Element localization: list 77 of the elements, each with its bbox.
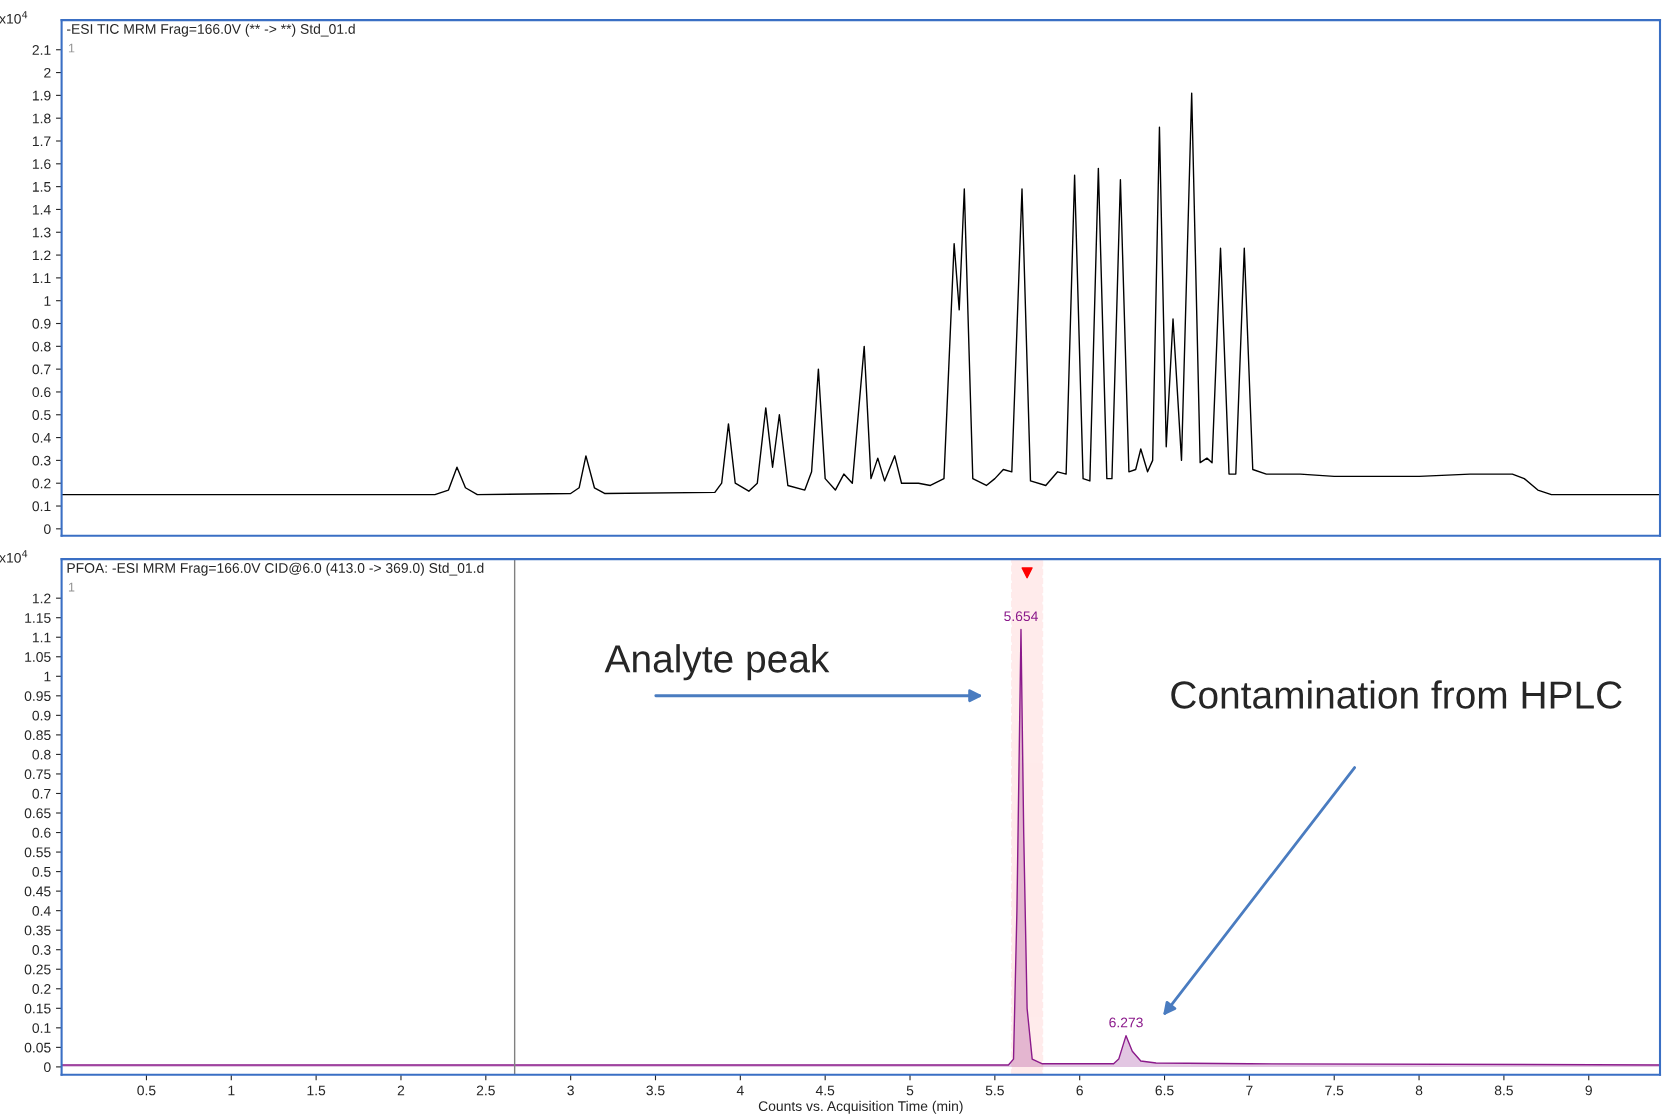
- y-tick-label: 0.8: [32, 749, 51, 760]
- annotation: Analyte peak: [604, 644, 830, 681]
- x-tick-label: 8: [1415, 1085, 1423, 1096]
- y-tick-label: 0.85: [24, 730, 51, 741]
- x-tick-label: 8.5: [1494, 1085, 1513, 1096]
- y-tick-label: 0.5: [32, 410, 51, 420]
- y-tick-label: 0.4: [32, 905, 51, 916]
- line-series: [61, 92, 1661, 496]
- x-tick-label: 9: [1585, 1085, 1592, 1096]
- y-tick-label: 0.35: [24, 925, 51, 936]
- y-tick-label: 0.3: [32, 945, 51, 955]
- x-tick-label: 1: [228, 1085, 235, 1096]
- y-tick-label: 0.5: [32, 866, 51, 877]
- y-tick-label: 1.2: [32, 593, 51, 604]
- y-tick-label: 0.05: [24, 1042, 51, 1053]
- x-tick-label: 6: [1076, 1085, 1083, 1096]
- y-tick-label: 0.45: [24, 886, 51, 897]
- x-tick-label: 5: [906, 1085, 914, 1096]
- y-tick-label: 1.3: [32, 227, 51, 238]
- y-tick-label: 0.6: [32, 387, 51, 398]
- y-tick-label: 0.7: [32, 364, 51, 375]
- y-tick-label: 0.55: [24, 847, 51, 858]
- y-tick-label: 0.4: [32, 432, 51, 443]
- y-tick-label: 0.75: [24, 769, 51, 780]
- y-tick-label: 1: [44, 671, 51, 682]
- y-tick-label: 1.15: [25, 613, 51, 623]
- chart-title: PFOA: -ESI MRM Frag=166.0V CID@6.0 (413.0 -> 369.0) Std_01.d: [67, 562, 484, 576]
- y-tick-label: 1.1: [32, 273, 51, 283]
- y-tick-label: 0.8: [32, 341, 51, 352]
- y-tick-label: 1.4: [32, 204, 51, 215]
- y-tick-label: 0.2: [32, 984, 51, 994]
- x-tick-label: 4.5: [815, 1085, 835, 1096]
- y-tick-label: 0.2: [32, 478, 51, 489]
- y-tick-label: 0.15: [24, 1003, 51, 1014]
- annotation: 5.654: [1004, 611, 1038, 622]
- y-tick-label: 2: [44, 67, 51, 78]
- x-tick-label: 6.5: [1155, 1085, 1174, 1096]
- x-tick-label: 3.5: [646, 1085, 665, 1096]
- y-tick-label: 0.9: [32, 710, 51, 721]
- x-tick-label: 3: [567, 1085, 574, 1096]
- y-tick-label: 0.65: [24, 808, 51, 819]
- x-tick-label: 5.5: [985, 1085, 1004, 1096]
- x-tick-label: 2.5: [476, 1085, 495, 1096]
- y-tick-label: 0.6: [32, 827, 51, 838]
- x-tick-label: 4: [736, 1085, 744, 1096]
- annotation: 1: [68, 582, 75, 592]
- x-tick-label: 2: [397, 1085, 405, 1096]
- y-tick-label: 0.25: [24, 964, 51, 975]
- x-tick-label: 7.5: [1325, 1085, 1344, 1096]
- y-tick-label: 1.5: [32, 182, 51, 192]
- annotation: 1: [68, 43, 75, 53]
- x-tick-label: 7: [1246, 1085, 1253, 1096]
- chart-title: -ESI TIC MRM Frag=166.0V (** -> **) Std_01.d: [67, 23, 355, 37]
- y-tick-label: 0.7: [32, 788, 51, 799]
- y-axis-title: x10$^{4}$: [0, 550, 28, 563]
- x-tick-label: 1.5: [307, 1085, 326, 1096]
- y-tick-label: 1.6: [32, 159, 51, 169]
- y-tick-label: 0: [44, 524, 51, 535]
- y-tick-label: 1.2: [32, 250, 51, 261]
- y-tick-label: 0.9: [32, 318, 51, 329]
- y-tick-label: 1.7: [32, 136, 51, 147]
- y-tick-label: 0.3: [32, 455, 51, 466]
- y-tick-label: 0.95: [24, 691, 51, 701]
- y-tick-label: 0.1: [32, 1023, 51, 1034]
- annotation: 6.273: [1109, 1017, 1143, 1028]
- x-tick-label: 0.5: [137, 1085, 156, 1096]
- y-tick-label: 1: [44, 296, 51, 306]
- y-tick-label: 1.9: [32, 90, 51, 101]
- annotation: Contamination from HPLC: [1171, 680, 1622, 709]
- y-tick-label: 1.05: [25, 652, 51, 662]
- y-tick-label: 0: [44, 1062, 51, 1073]
- y-tick-label: 0.1: [32, 501, 51, 512]
- y-tick-label: 2.1: [32, 45, 51, 55]
- y-tick-label: 1.1: [32, 632, 51, 643]
- y-axis-title: x10$^{4}$: [0, 11, 28, 24]
- y-tick-label: 1.8: [32, 113, 51, 124]
- x-axis-title: Counts vs. Acquisition Time (min): [758, 1100, 963, 1114]
